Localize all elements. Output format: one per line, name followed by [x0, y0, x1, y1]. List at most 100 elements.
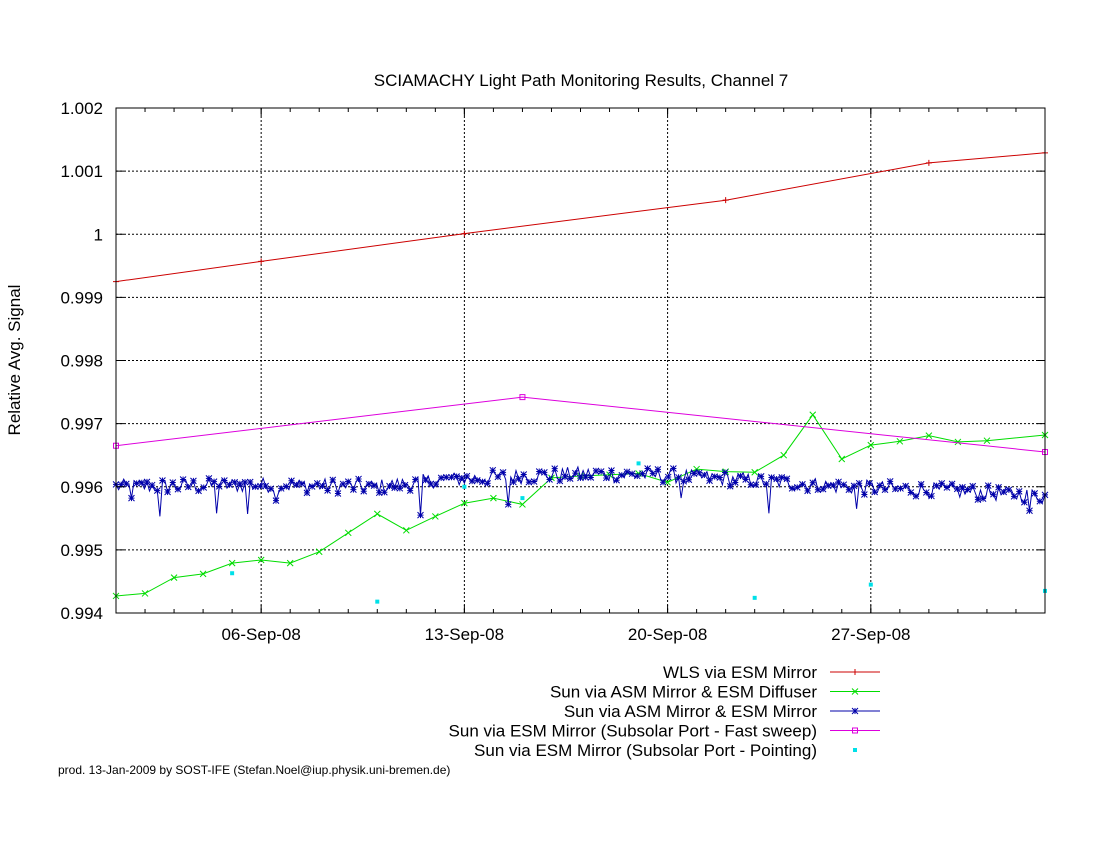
data-point — [907, 489, 915, 496]
data-point — [716, 474, 724, 481]
data-point — [504, 501, 512, 508]
legend-item: Sun via ESM Mirror (Subsolar Port - Fast… — [449, 722, 880, 741]
data-point — [881, 486, 889, 494]
data-point — [228, 559, 236, 567]
data-point — [851, 707, 859, 715]
data-point — [571, 469, 579, 477]
data-point — [644, 465, 651, 472]
data-point — [984, 482, 992, 490]
data-point — [257, 556, 265, 564]
data-point — [722, 197, 729, 204]
x-tick-label: 13-Sep-08 — [425, 625, 504, 644]
data-point — [852, 727, 858, 734]
data-point — [303, 489, 311, 497]
data-point — [117, 481, 125, 489]
data-point — [938, 480, 946, 487]
data-point — [551, 465, 559, 472]
data-point — [783, 475, 791, 483]
data-point — [639, 470, 646, 478]
data-point — [809, 411, 817, 419]
data-point — [1036, 497, 1044, 505]
data-point — [556, 477, 564, 485]
data-point — [867, 441, 875, 449]
legend-label: Sun via ESM Mirror (Subsolar Port - Fast… — [449, 722, 817, 741]
data-point — [664, 473, 672, 481]
data-point — [241, 478, 249, 486]
data-point — [830, 481, 837, 489]
data-point — [431, 513, 439, 520]
data-point — [582, 473, 590, 481]
data-point — [360, 487, 368, 495]
data-point — [623, 468, 631, 476]
data-point — [592, 467, 600, 475]
data-point — [462, 484, 467, 489]
data-point — [587, 474, 595, 481]
data-point — [164, 488, 171, 496]
data-point — [315, 548, 323, 556]
data-point — [473, 476, 481, 484]
data-point — [917, 480, 925, 488]
data-point — [148, 481, 156, 489]
data-point — [344, 529, 352, 537]
data-point — [768, 474, 775, 481]
data-point — [448, 473, 455, 481]
data-point — [762, 480, 770, 488]
data-point — [432, 480, 440, 488]
data-point — [489, 466, 497, 474]
data-point — [990, 490, 997, 498]
y-tick-label: 0.997 — [60, 415, 103, 434]
data-point — [246, 478, 254, 486]
legend-item: Sun via ASM Mirror & ESM Diffuser — [550, 683, 880, 702]
legend-item: Sun via ASM Mirror & ESM Mirror — [564, 702, 880, 721]
data-point — [190, 477, 197, 485]
legend-label: Sun via ASM Mirror & ESM Diffuser — [550, 683, 817, 702]
data-point — [979, 495, 987, 502]
data-point — [925, 432, 933, 439]
data-point — [861, 491, 868, 498]
grid-lines — [116, 108, 1045, 613]
data-point — [373, 510, 381, 518]
data-point — [520, 496, 525, 501]
data-point — [143, 478, 151, 486]
data-point — [685, 476, 693, 484]
series-line — [115, 152, 1046, 283]
data-point — [298, 480, 306, 488]
data-point — [313, 479, 321, 487]
data-point — [948, 480, 956, 488]
data-point — [845, 486, 853, 494]
legend-item: WLS via ESM Mirror — [663, 663, 880, 682]
data-point — [324, 487, 331, 494]
data-point — [868, 582, 873, 587]
data-point — [943, 484, 951, 491]
data-point — [737, 472, 744, 480]
data-point — [319, 482, 326, 490]
data-point — [257, 482, 264, 490]
data-point — [706, 477, 713, 485]
data-point — [613, 476, 620, 484]
data-point — [350, 486, 357, 494]
data-point — [1015, 488, 1023, 495]
data-point — [964, 486, 971, 493]
data-point — [499, 469, 507, 476]
data-point — [133, 479, 140, 487]
data-point — [396, 484, 404, 492]
chart-title: SCIAMACHY Light Path Monitoring Results,… — [374, 71, 789, 90]
series-layer — [112, 149, 1049, 604]
data-point — [886, 478, 894, 485]
data-point — [633, 472, 641, 480]
data-point — [959, 483, 966, 491]
data-point — [329, 476, 337, 484]
data-point — [355, 475, 362, 483]
data-point — [422, 476, 430, 484]
data-point — [199, 570, 207, 578]
data-point — [1005, 486, 1013, 494]
data-point — [852, 669, 858, 675]
data-point — [546, 476, 553, 483]
data-point — [675, 473, 682, 481]
data-point — [954, 438, 962, 446]
data-point — [835, 478, 842, 486]
data-point — [463, 472, 471, 480]
data-point — [566, 475, 574, 483]
data-point — [267, 485, 275, 493]
data-point — [215, 483, 223, 490]
